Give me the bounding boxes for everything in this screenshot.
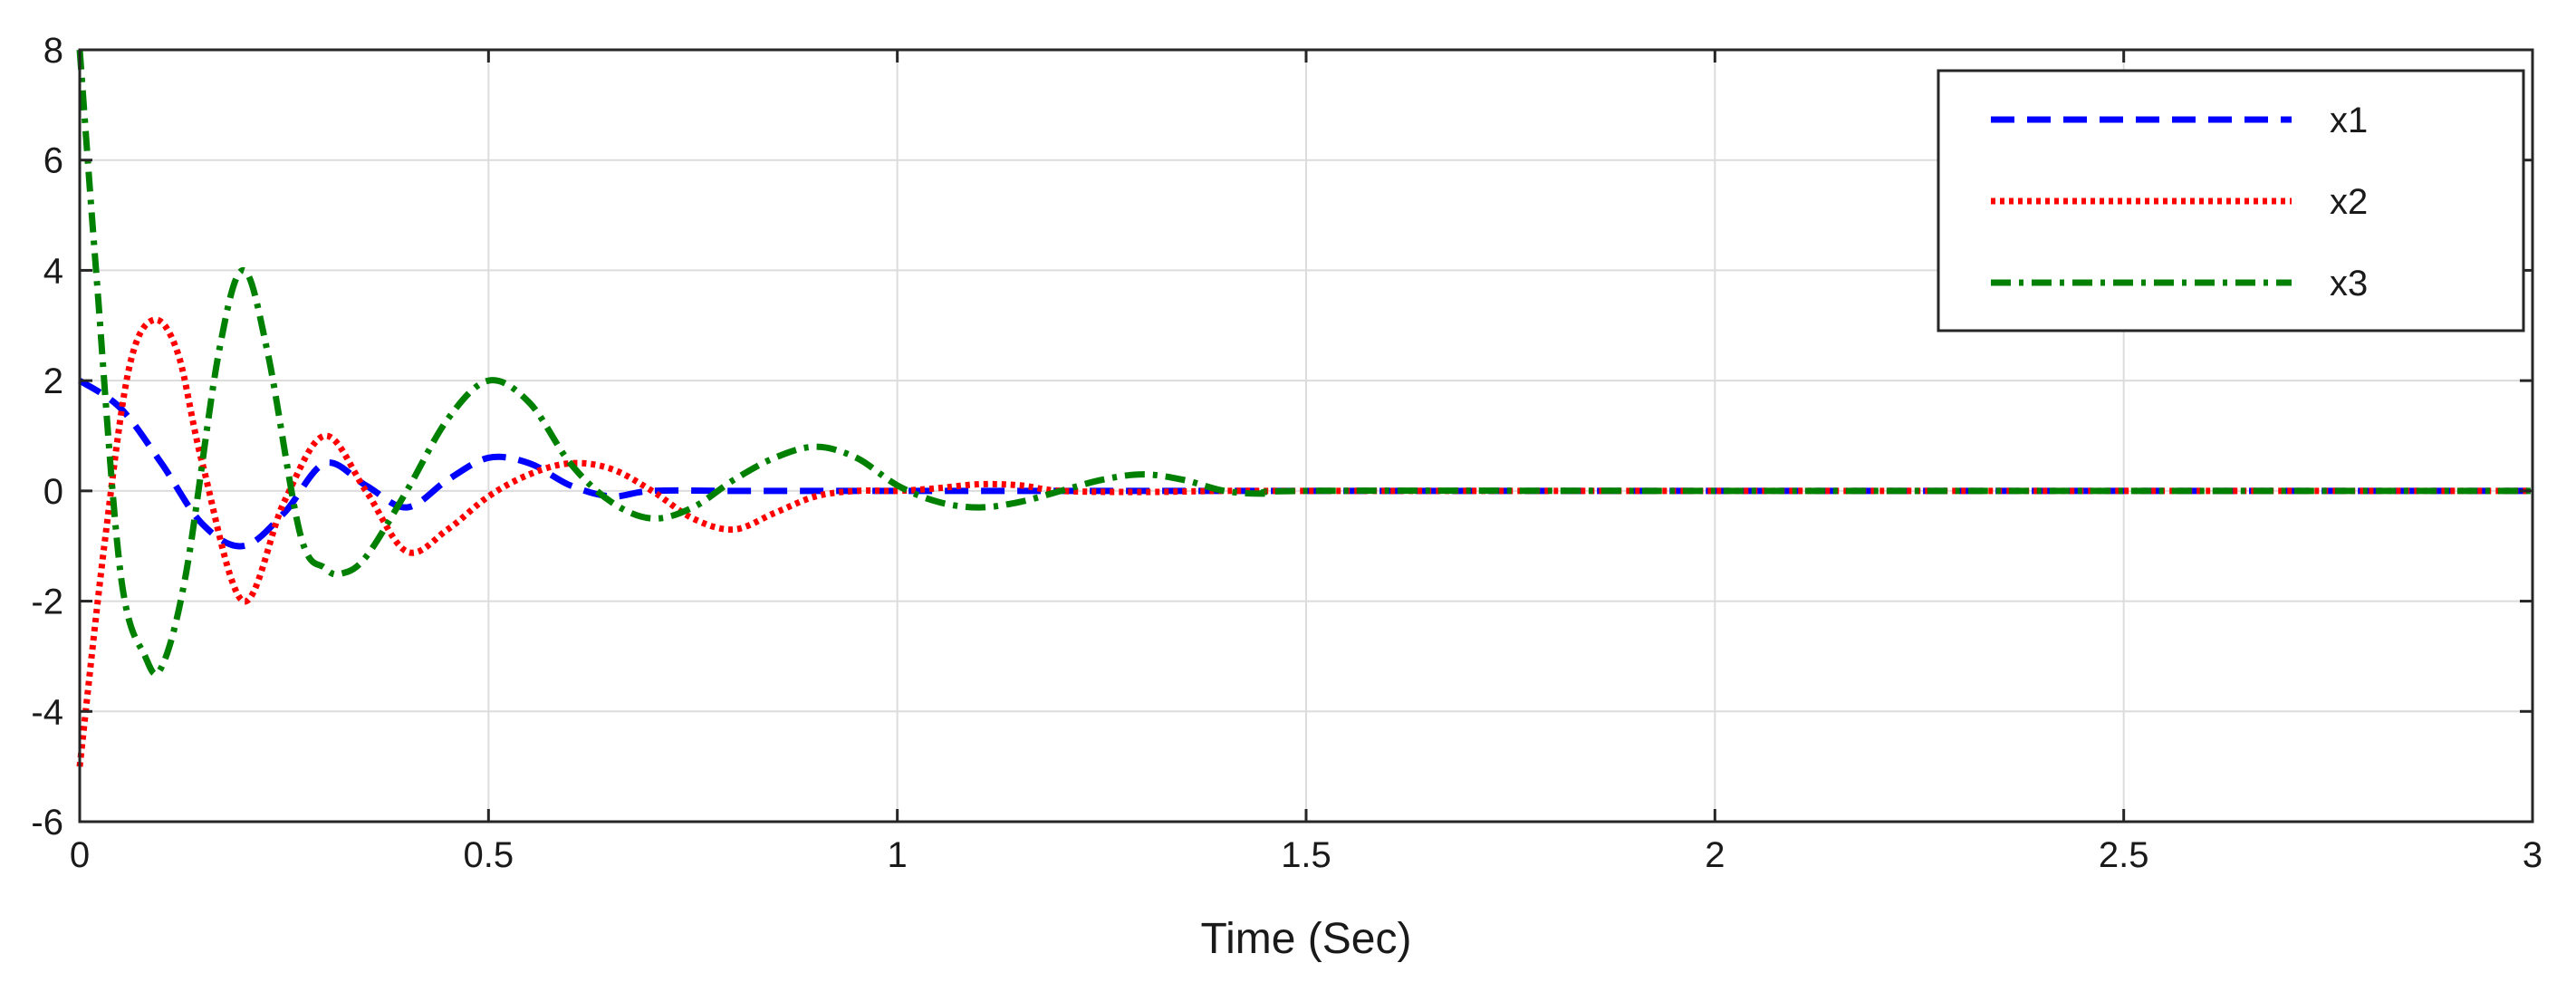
y-tick-label: 6 xyxy=(43,141,63,181)
y-tick-label: -2 xyxy=(31,583,63,622)
x-tick-label: 0.5 xyxy=(464,835,514,875)
legend-items: x1 x2 x3 xyxy=(1991,101,2368,303)
x-tick-label: 3 xyxy=(2523,835,2542,875)
y-tick-label: -6 xyxy=(31,803,63,843)
legend-label-x2: x2 xyxy=(2330,182,2368,222)
series-line-x2 xyxy=(76,316,2533,767)
x-tick-label: 1 xyxy=(888,835,908,875)
x-tick-label: 2.5 xyxy=(2099,835,2149,875)
y-tick-label: -4 xyxy=(31,692,63,732)
y-tick-label: 2 xyxy=(43,361,63,401)
legend: x1 x2 x3 xyxy=(1937,69,2525,332)
y-tick-label: 8 xyxy=(43,31,63,71)
x-axis-label: Time (Sec) xyxy=(1201,915,1412,963)
series-line-x3 xyxy=(76,49,2533,678)
x-tick-label: 1.5 xyxy=(1281,835,1331,875)
y-tick-label: 4 xyxy=(43,251,63,291)
legend-label-x3: x3 xyxy=(2330,264,2368,303)
y-tick-labels: -6 -4 -2 0 2 4 6 8 xyxy=(31,31,63,843)
x-tick-label: 0 xyxy=(70,835,90,875)
x-tick-labels: 0 0.5 1 1.5 2 2.5 3 xyxy=(70,835,2542,875)
legend-label-x1: x1 xyxy=(2330,101,2368,140)
x-tick-label: 2 xyxy=(1705,835,1725,875)
y-tick-label: 0 xyxy=(43,472,63,512)
series-group xyxy=(76,49,2533,767)
tick-marks xyxy=(78,48,2534,823)
